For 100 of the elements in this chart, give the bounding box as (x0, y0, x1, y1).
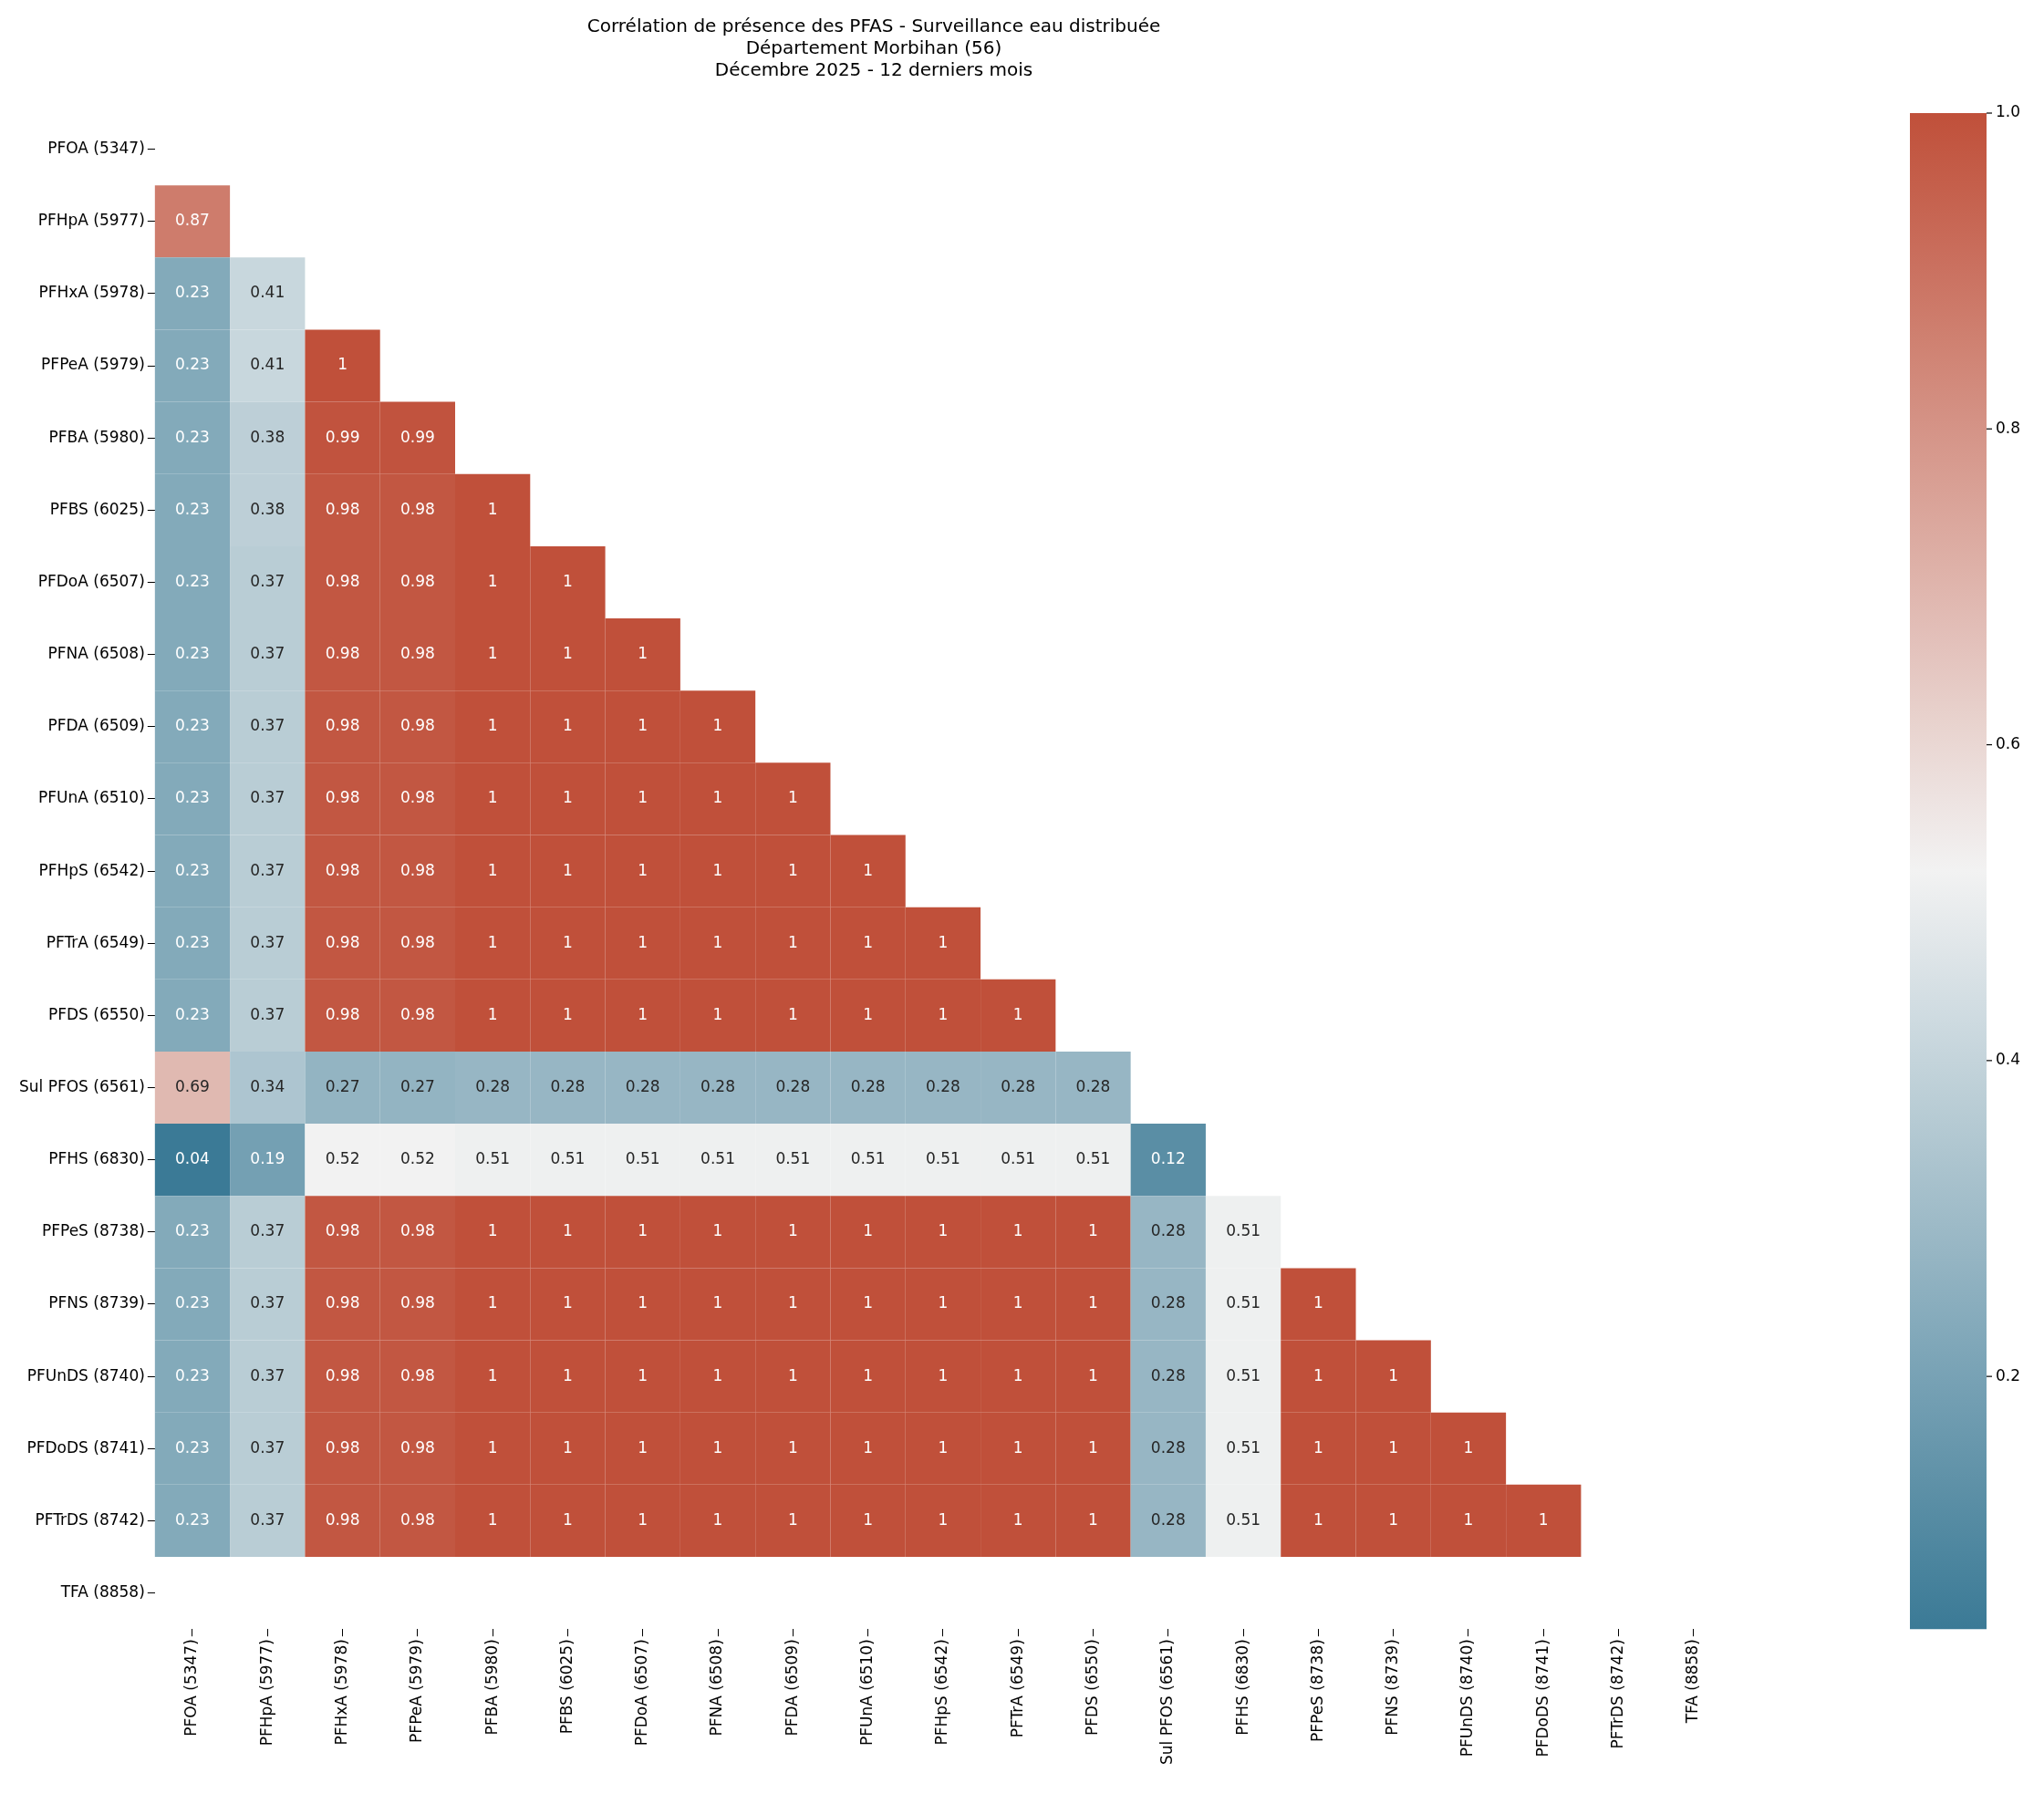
data-label: 1 (712, 860, 723, 879)
data-label: 0.23 (175, 1509, 210, 1529)
data-label: 0.98 (399, 1221, 435, 1240)
data-label: 0.98 (399, 644, 435, 663)
data-label: 1 (1313, 1509, 1323, 1529)
data-label: 0.51 (475, 1149, 511, 1168)
data-label: 0.28 (850, 1076, 886, 1095)
data-label: 0.51 (1226, 1221, 1261, 1240)
data-label: 0.98 (399, 1293, 435, 1312)
x-tick-label: PFHpA (5977) (256, 1639, 275, 1747)
data-label: 0.37 (250, 1365, 285, 1384)
chart-title: Corrélation de présence des PFAS - Surveillance eau distribuée (586, 15, 1161, 37)
data-label: 1 (563, 644, 573, 663)
data-label: 1 (938, 1365, 949, 1384)
data-label: 1 (563, 788, 573, 807)
data-label: 1 (1012, 1004, 1023, 1023)
data-label: 1 (638, 1365, 648, 1384)
data-label: 1 (1313, 1365, 1323, 1384)
data-label: 1 (638, 644, 648, 663)
data-label: 0.98 (399, 1437, 435, 1457)
data-label: 0.51 (700, 1149, 735, 1168)
data-label: 0.98 (325, 1293, 360, 1312)
data-label: 1 (638, 932, 648, 951)
data-label: 0.98 (399, 860, 435, 879)
data-label: 1 (1313, 1293, 1323, 1312)
data-label: 1 (712, 932, 723, 951)
data-label: 0.28 (1150, 1365, 1186, 1384)
data-label: 0.98 (325, 499, 360, 518)
data-label: 1 (487, 499, 498, 518)
data-label: 0.23 (175, 1293, 210, 1312)
y-tick-label: PFDoA (6507) (37, 571, 145, 590)
data-label: 1 (1012, 1221, 1023, 1240)
data-label: 0.19 (250, 1149, 285, 1168)
data-label: 0.99 (399, 427, 435, 446)
y-tick-label: PFTrDS (8742) (35, 1509, 145, 1529)
data-label: 1 (787, 932, 798, 951)
data-label: 0.23 (175, 1437, 210, 1457)
data-label: 1 (638, 860, 648, 879)
y-tick-label: PFBA (5980) (48, 427, 145, 446)
data-label: 1 (1012, 1437, 1023, 1457)
data-label: 1 (563, 1509, 573, 1529)
data-label: 0.27 (399, 1076, 435, 1095)
data-label: 0.99 (325, 427, 360, 446)
data-label: 1 (487, 1004, 498, 1023)
data-label: 1 (1088, 1437, 1098, 1457)
chart-subtitle: Département Morbihan (56) Décembre 2025 - 12 derniers mois (714, 36, 1033, 81)
data-label: 0.23 (175, 1221, 210, 1240)
data-label: 0.51 (925, 1149, 960, 1168)
data-label: 0.37 (250, 644, 285, 663)
data-label: 0.98 (325, 932, 360, 951)
x-tick-label: PFHxA (5978) (331, 1639, 350, 1746)
data-label: 0.98 (325, 1365, 360, 1384)
data-label: 0.23 (175, 1365, 210, 1384)
x-tick-label: PFPeS (8738) (1307, 1639, 1326, 1743)
x-tick-label: PFDoA (6507) (632, 1639, 651, 1747)
y-tick-label: PFTrA (6549) (46, 932, 145, 951)
data-label: 1 (938, 1509, 949, 1529)
y-tick-label: PFPeS (8738) (41, 1221, 145, 1240)
x-tick-label: TFA (8858) (1683, 1639, 1702, 1725)
data-label: 1 (938, 1221, 949, 1240)
data-label: 0.23 (175, 932, 210, 951)
data-label: 0.98 (399, 499, 435, 518)
data-label: 0.37 (250, 571, 285, 590)
data-label: 0.41 (250, 355, 285, 374)
data-label: 0.28 (1075, 1076, 1111, 1095)
data-label: 1 (712, 1004, 723, 1023)
x-tick-label: PFHpS (6542) (932, 1639, 951, 1746)
x-tick-label: PFDoDS (8741) (1532, 1639, 1551, 1758)
data-label: 0.37 (250, 1293, 285, 1312)
data-label: 1 (638, 1437, 648, 1457)
data-label: 1 (863, 1293, 874, 1312)
x-tick-label: PFUnA (6510) (857, 1639, 877, 1746)
data-label: 0.98 (325, 644, 360, 663)
data-label: 1 (487, 932, 498, 951)
data-label: 1 (563, 1437, 573, 1457)
data-label: 0.28 (1150, 1221, 1186, 1240)
data-label: 0.38 (250, 499, 285, 518)
data-label: 0.23 (175, 788, 210, 807)
data-label: 1 (563, 716, 573, 735)
data-label: 0.28 (1001, 1076, 1036, 1095)
data-label: 1 (337, 355, 348, 374)
data-label: 0.98 (399, 571, 435, 590)
data-label: 0.23 (175, 571, 210, 590)
data-label: 0.23 (175, 355, 210, 374)
data-label: 1 (563, 1004, 573, 1023)
data-label: 0.37 (250, 788, 285, 807)
data-label: 1 (712, 1221, 723, 1240)
data-label: 1 (863, 1221, 874, 1240)
data-label: 1 (938, 1437, 949, 1457)
y-tick-label: PFOA (5347) (47, 139, 145, 157)
data-label: 0.98 (399, 1365, 435, 1384)
data-label: 0.37 (250, 860, 285, 879)
y-tick-label: PFHpS (6542) (38, 860, 145, 879)
data-label: 0.52 (399, 1149, 435, 1168)
data-label: 0.23 (175, 283, 210, 302)
data-label: 1 (638, 1004, 648, 1023)
data-label: 0.98 (325, 1221, 360, 1240)
data-label: 0.98 (399, 1004, 435, 1023)
data-label: 0.34 (250, 1076, 285, 1095)
x-tick-label: PFBS (6025) (556, 1639, 576, 1735)
